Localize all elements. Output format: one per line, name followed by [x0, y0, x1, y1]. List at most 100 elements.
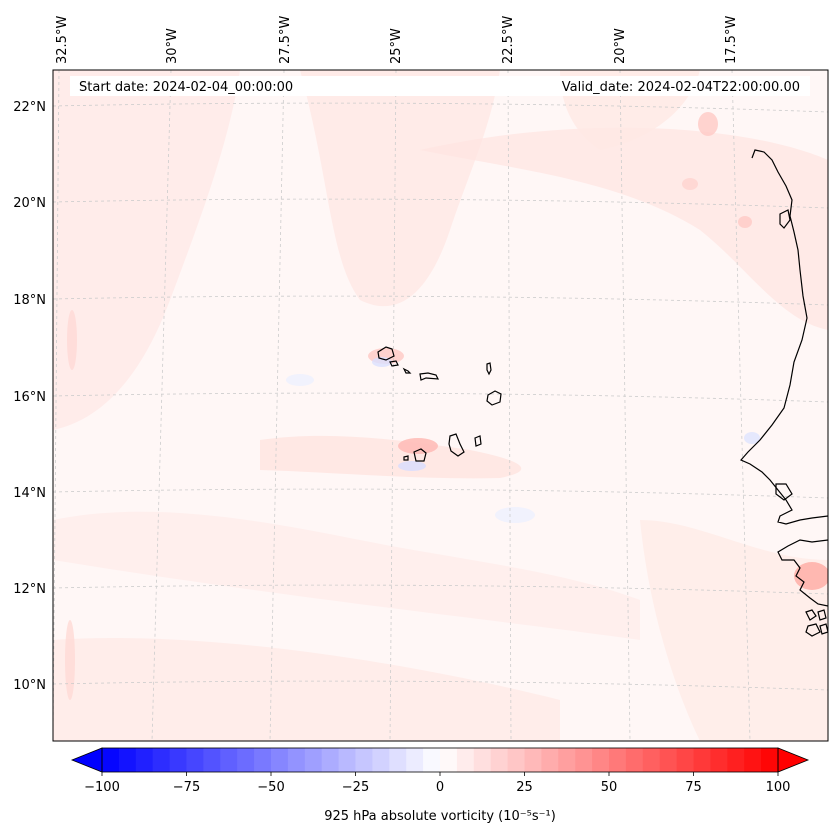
island-maio	[474, 435, 482, 447]
colorbar-tick-label: 25	[516, 780, 533, 795]
colorbar-segment	[524, 748, 542, 772]
island-brava	[403, 455, 409, 461]
meridian-30W	[151, 70, 172, 741]
header-band	[70, 76, 810, 96]
meridian-20W	[619, 70, 631, 741]
bijagos-islands	[805, 609, 828, 637]
island-santo-antao	[377, 346, 395, 361]
coastal-lagoon-2	[775, 483, 793, 501]
lat-label-18N: 18°N	[13, 293, 46, 308]
colorbar-segment	[490, 748, 509, 772]
parallel-16N	[53, 392, 828, 403]
colorbar-tick-label: 50	[601, 780, 618, 795]
colorbar-tick-label: −75	[173, 780, 200, 795]
colorbar-segment	[203, 748, 221, 772]
map-panel: Start date: 2024-02-04_00:00:00 Valid_da…	[52, 69, 829, 742]
island-fogo	[413, 448, 427, 462]
colorbar-segment	[642, 748, 661, 772]
lat-label-20N: 20°N	[13, 196, 46, 211]
lon-label-17.5W: 17.5°W	[724, 16, 739, 64]
colorbar-segment	[237, 748, 255, 772]
lon-label-22.5W: 22.5°W	[501, 16, 516, 64]
valid-date-label: Valid_date: 2024-02-04T22:00:00.00	[562, 80, 800, 95]
colorbar-segments	[102, 748, 779, 772]
lat-label-12N: 12°N	[13, 582, 46, 597]
colorbar-tick-label: −50	[257, 780, 284, 795]
island-sal	[486, 362, 492, 376]
colorbar-segment	[271, 748, 289, 772]
lon-label-27.5W: 27.5°W	[278, 16, 293, 64]
colorbar-segment	[558, 748, 576, 772]
colorbar-segment	[372, 748, 390, 772]
colorbar-segment	[389, 748, 407, 772]
colorbar-ticks: −100 −75 −50 −25 0 25 50 75 100	[84, 772, 790, 795]
coastlines	[377, 149, 828, 637]
colorbar-segment	[676, 748, 694, 772]
lat-label-10N: 10°N	[13, 678, 46, 693]
colorbar-segment	[659, 748, 678, 772]
meridian-22.5W	[507, 70, 512, 741]
colorbar-segment	[118, 748, 137, 772]
start-date-label: Start date: 2024-02-04_00:00:00	[79, 80, 293, 95]
island-sao-vicente	[389, 360, 399, 367]
colorbar-segment	[625, 748, 644, 772]
colorbar-segment	[135, 748, 154, 772]
parallel-22N	[53, 102, 828, 113]
latitude-labels: 22°N 20°N 18°N 16°N 14°N 12°N 10°N	[13, 100, 46, 693]
vorticity-field	[53, 70, 828, 741]
colorbar-segment	[102, 748, 120, 772]
colorbar-segment	[304, 748, 323, 772]
colorbar-segment	[338, 748, 356, 772]
island-sao-nicolau	[419, 372, 440, 381]
colorbar-segment	[727, 748, 745, 772]
colorbar-extend-low	[70, 747, 103, 773]
colorbar-segment	[456, 748, 475, 772]
meridian-32.5W	[53, 70, 60, 741]
colorbar-segment	[287, 748, 306, 772]
parallel-10N	[53, 680, 828, 691]
lon-label-20W: 20°W	[613, 28, 628, 64]
colorbar-segment	[473, 748, 492, 772]
longitude-labels: 32.5°W 30°W 27.5°W 25°W 22.5°W 20°W 17.5…	[55, 16, 739, 64]
parallel-14N	[53, 488, 828, 499]
colorbar-segment	[609, 748, 627, 772]
africa-coastline	[740, 149, 828, 525]
colorbar-tick-label: 100	[766, 780, 791, 795]
colorbar-segment	[440, 748, 458, 772]
meridian-25W	[389, 70, 397, 741]
lon-label-30W: 30°W	[165, 28, 180, 64]
colorbar-segment	[761, 748, 779, 772]
colorbar-segment	[220, 748, 238, 772]
meridian-17.5W	[731, 70, 751, 741]
colorbar-segment	[710, 748, 728, 772]
colorbar-extend-high	[777, 747, 810, 773]
parallel-20N	[53, 198, 828, 209]
parallel-12N	[53, 584, 828, 595]
island-boa-vista	[486, 390, 502, 406]
lat-label-14N: 14°N	[13, 486, 46, 501]
lon-label-32.5W: 32.5°W	[55, 16, 70, 64]
colorbar-tick-label: −100	[84, 780, 120, 795]
lon-label-25W: 25°W	[389, 28, 404, 64]
colorbar-segment	[423, 748, 441, 772]
colorbar-segment	[541, 748, 559, 772]
colorbar-tick-label: 0	[436, 780, 444, 795]
colorbar-tick-label: −25	[342, 780, 369, 795]
lat-label-22N: 22°N	[13, 100, 46, 115]
colorbar-tick-label: 75	[685, 780, 702, 795]
parallel-18N	[53, 295, 828, 306]
senegal-gambia-coast	[777, 539, 828, 607]
colorbar-segment	[355, 748, 373, 772]
island-santiago	[448, 433, 465, 457]
coastal-lagoon-1	[779, 209, 791, 229]
graticule	[53, 70, 828, 741]
colorbar-segment	[575, 748, 593, 772]
lat-label-16N: 16°N	[13, 390, 46, 405]
colorbar-segment	[693, 748, 711, 772]
colorbar: −100 −75 −50 −25 0 25 50 75 100 925 hPa absolute…	[70, 747, 810, 824]
colorbar-segment	[186, 748, 204, 772]
colorbar-segment	[406, 748, 424, 772]
colorbar-segment	[254, 748, 272, 772]
colorbar-label: 925 hPa absolute vorticity (10⁻⁵s⁻¹)	[324, 809, 556, 824]
colorbar-segment	[592, 748, 610, 772]
